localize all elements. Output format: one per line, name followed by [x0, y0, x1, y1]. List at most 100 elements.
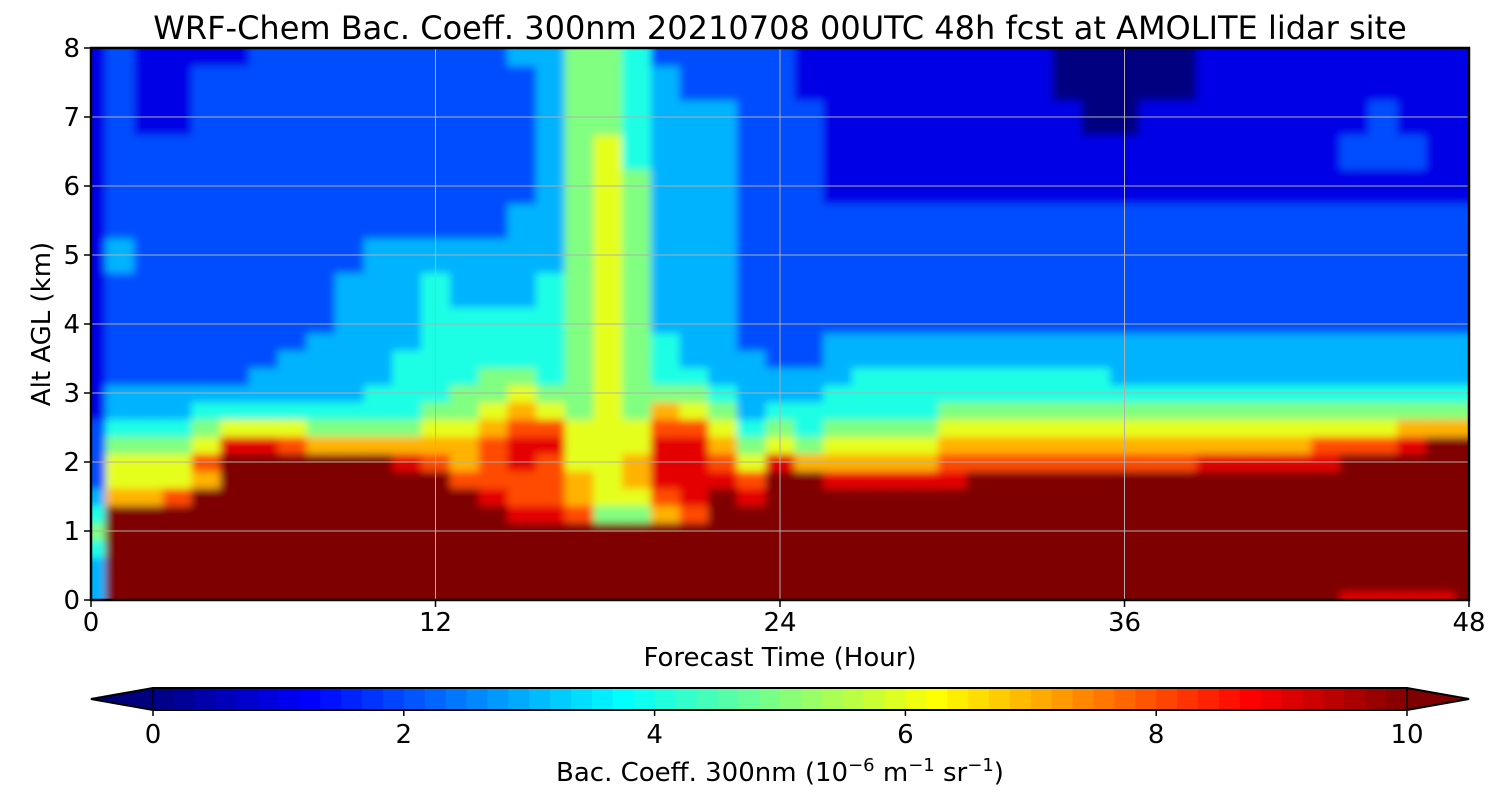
colorbar-segment — [1072, 688, 1095, 710]
heatmap-cell — [478, 306, 509, 334]
heatmap-cell — [191, 418, 221, 437]
heatmap-cell — [708, 65, 738, 101]
heatmap-cell — [1339, 556, 1370, 575]
heatmap-cell — [1397, 436, 1427, 455]
heatmap-cell — [622, 591, 652, 600]
heatmap-cell — [1397, 556, 1427, 575]
heatmap-cell — [1081, 401, 1111, 420]
colorbar-segment — [842, 688, 865, 710]
heatmap-cell — [851, 470, 882, 489]
heatmap-cell — [1454, 505, 1469, 524]
heatmap-cell — [909, 401, 939, 420]
heatmap-cell — [105, 436, 135, 455]
heatmap-cell — [335, 48, 365, 67]
heatmap-cell — [1397, 65, 1427, 101]
heatmap-cell — [191, 48, 221, 67]
heatmap-cell — [736, 556, 767, 575]
heatmap-cell — [1311, 470, 1341, 489]
heatmap-cell — [937, 65, 968, 101]
colorbar-segment — [1009, 688, 1032, 710]
heatmap-cell — [1196, 436, 1226, 455]
heatmap-cell — [1167, 505, 1198, 524]
heatmap-cell — [1397, 306, 1427, 334]
heatmap-cell — [1081, 367, 1111, 386]
heatmap-cell — [392, 487, 422, 506]
heatmap-cell — [363, 539, 394, 558]
heatmap-cell — [593, 487, 623, 506]
heatmap-cell — [1138, 418, 1169, 437]
heatmap-cell — [650, 401, 681, 420]
heatmap-cell — [392, 48, 422, 67]
heatmap-cell — [277, 436, 308, 455]
heatmap-cell — [736, 306, 767, 334]
heatmap-cell — [1339, 306, 1370, 334]
heatmap-cell — [622, 332, 652, 351]
heatmap-cell — [1052, 418, 1083, 437]
heatmap-cell — [1311, 332, 1341, 351]
heatmap-cell — [248, 306, 279, 334]
heatmap-cell — [909, 591, 939, 600]
heatmap-cell — [708, 48, 738, 67]
heatmap-cell — [363, 48, 394, 67]
heatmap-cell — [1052, 470, 1083, 489]
heatmap-cell — [1425, 591, 1456, 600]
heatmap-cell — [162, 539, 193, 558]
heatmap-cell — [134, 367, 164, 386]
heatmap-cell — [536, 539, 566, 558]
colorbar-segment — [403, 688, 426, 710]
heatmap-cell — [1397, 574, 1427, 593]
heatmap-cell — [679, 332, 709, 351]
heatmap-cell — [1196, 487, 1226, 506]
y-tick-label: 6 — [63, 172, 80, 202]
heatmap-cell — [335, 591, 365, 600]
heatmap-cell — [1052, 65, 1083, 101]
heatmap-cell — [823, 272, 853, 308]
heatmap-cell — [851, 349, 882, 368]
heatmap-cell — [622, 505, 652, 524]
heatmap-cell — [1167, 203, 1198, 239]
heatmap-cell — [306, 48, 336, 67]
heatmap-cell — [708, 332, 738, 351]
heatmap-cell — [335, 401, 365, 420]
heatmap-cell — [1196, 574, 1226, 593]
heatmap-cell — [306, 272, 336, 308]
heatmap-cell — [363, 556, 394, 575]
heatmap-cell — [995, 556, 1025, 575]
heatmap-cell — [1138, 203, 1169, 239]
heatmap-cell — [650, 134, 681, 170]
heatmap-cell — [191, 574, 221, 593]
heatmap-cell — [1425, 65, 1456, 101]
heatmap-cell — [507, 349, 537, 368]
heatmap-cell — [1339, 48, 1370, 67]
heatmap-cell — [478, 539, 509, 558]
heatmap-cell — [1339, 505, 1370, 524]
heatmap-cell — [91, 418, 107, 437]
heatmap-cell — [1282, 591, 1312, 600]
heatmap-cell — [593, 203, 623, 239]
heatmap-cell — [622, 349, 652, 368]
colorbar-segment — [800, 688, 823, 710]
heatmap-cell — [507, 367, 537, 386]
heatmap-cell — [507, 48, 537, 67]
heatmap-cell — [909, 48, 939, 67]
heatmap-cell — [794, 487, 824, 506]
heatmap-cell — [966, 470, 997, 489]
heatmap-cell — [937, 556, 968, 575]
heatmap-cell — [1253, 203, 1284, 239]
heatmap-cell — [507, 539, 537, 558]
heatmap-cell — [1167, 556, 1198, 575]
heatmap-cell — [363, 332, 394, 351]
heatmap-cell — [1311, 539, 1341, 558]
heatmap-cell — [507, 306, 537, 334]
heatmap-cell — [1311, 306, 1341, 334]
heatmap-cell — [1339, 332, 1370, 351]
heatmap-cell — [1454, 539, 1469, 558]
heatmap-cell — [1425, 505, 1456, 524]
heatmap-cell — [823, 203, 853, 239]
heatmap-cell — [449, 48, 480, 67]
heatmap-cell — [650, 306, 681, 334]
heatmap-cell — [536, 556, 566, 575]
heatmap-cell — [736, 574, 767, 593]
heatmap-cell — [1454, 367, 1469, 386]
heatmap-cell — [679, 505, 709, 524]
